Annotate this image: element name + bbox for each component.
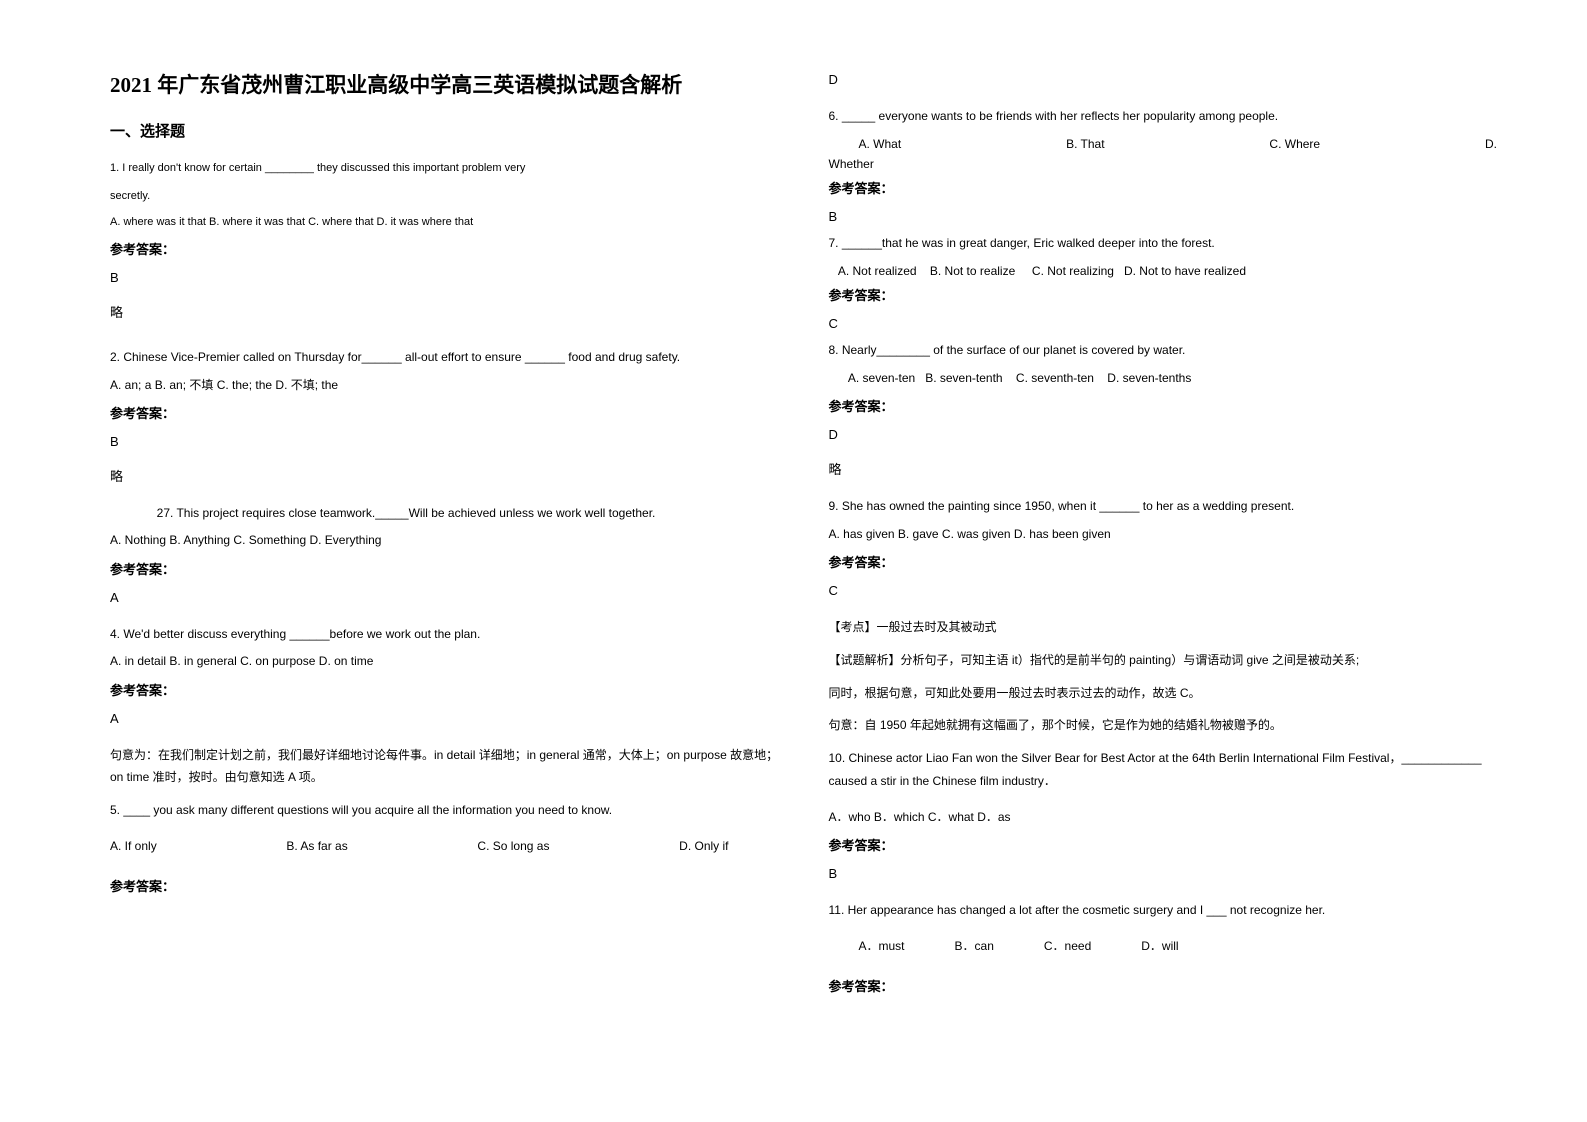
q11-opt-a: A．must xyxy=(859,936,905,956)
section-heading: 一、选择题 xyxy=(110,120,789,141)
q5-options: A. If only B. As far as C. So long as D.… xyxy=(110,836,789,856)
q1-options: A. where was it that B. where it was tha… xyxy=(110,213,789,232)
q11-opt-d: D．will xyxy=(1141,936,1178,956)
q11-text: 11. Her appearance has changed a lot aft… xyxy=(829,899,1508,922)
q6-text: 6. _____ everyone wants to be friends wi… xyxy=(829,105,1508,128)
q9-meaning: 句意：自 1950 年起她就拥有这幅画了，那个时候，它是作为她的结婚礼物被赠予的… xyxy=(829,714,1508,737)
q10-answer-label: 参考答案： xyxy=(829,835,1508,854)
q7-answer-label: 参考答案： xyxy=(829,285,1508,304)
q2-answer: B xyxy=(110,432,789,453)
q7-answer: C xyxy=(829,314,1508,335)
left-column: 2021 年广东省茂州曹江职业高级中学高三英语模拟试题含解析 一、选择题 1. … xyxy=(90,70,809,1082)
q3-answer: A xyxy=(110,588,789,609)
q11-answer-label: 参考答案： xyxy=(829,976,1508,995)
q2-answer-label: 参考答案： xyxy=(110,403,789,422)
q9-options: A. has given B. gave C. was given D. has… xyxy=(829,524,1508,544)
q5-answer: D xyxy=(829,70,1508,91)
q4-explanation: 句意为：在我们制定计划之前，我们最好详细地讨论每件事。in detail 详细地… xyxy=(110,744,789,790)
q4-options: A. in detail B. in general C. on purpose… xyxy=(110,651,789,671)
q11-opt-c: C．need xyxy=(1044,936,1091,956)
q6-answer-label: 参考答案： xyxy=(829,178,1508,197)
q1-text-line2: secretly. xyxy=(110,185,789,207)
q9-analysis2: 同时，根据句意，可知此处要用一般过去时表示过去的动作，故选 C。 xyxy=(829,682,1508,705)
q4-answer: A xyxy=(110,709,789,730)
q5-opt-d: D. Only if xyxy=(679,836,728,856)
q10-options: A．who B．which C．what D．as xyxy=(829,807,1508,827)
q10-text: 10. Chinese actor Liao Fan won the Silve… xyxy=(829,747,1508,793)
q1-answer-label: 参考答案： xyxy=(110,239,789,258)
q6-opt-d2: Whether xyxy=(829,154,1508,174)
q8-answer: D xyxy=(829,425,1508,446)
right-column: D 6. _____ everyone wants to be friends … xyxy=(809,70,1528,1082)
q11-opt-b: B．can xyxy=(955,936,994,956)
q6-options: A. What B. That C. Where D. Whether xyxy=(829,134,1508,175)
document-title: 2021 年广东省茂州曹江职业高级中学高三英语模拟试题含解析 xyxy=(110,70,789,102)
q9-answer-label: 参考答案： xyxy=(829,552,1508,571)
q6-opt-c: C. Where xyxy=(1269,134,1320,154)
q4-answer-label: 参考答案： xyxy=(110,680,789,699)
q5-opt-b: B. As far as xyxy=(286,836,347,856)
q1-note: 略 xyxy=(110,303,789,324)
q8-answer-label: 参考答案： xyxy=(829,396,1508,415)
q5-answer-label: 参考答案： xyxy=(110,876,789,895)
q6-opt-b: B. That xyxy=(1066,134,1104,154)
q6-answer: B xyxy=(829,207,1508,228)
q6-opt-a: A. What xyxy=(859,134,902,154)
page-container: 2021 年广东省茂州曹江职业高级中学高三英语模拟试题含解析 一、选择题 1. … xyxy=(0,0,1587,1122)
q9-point: 【考点】一般过去时及其被动式 xyxy=(829,616,1508,639)
q2-note: 略 xyxy=(110,467,789,488)
q8-note: 略 xyxy=(829,460,1508,481)
q7-options: A. Not realized B. Not to realize C. Not… xyxy=(829,261,1508,281)
q9-analysis1: 【试题解析】分析句子，可知主语 it）指代的是前半句的 painting）与谓语… xyxy=(829,649,1508,672)
q10-answer: B xyxy=(829,864,1508,885)
q11-options: A．must B．can C．need D．will xyxy=(829,936,1508,956)
q7-text: 7. ______that he was in great danger, Er… xyxy=(829,232,1508,255)
q2-options: A. an; a B. an; 不填 C. the; the D. 不填; th… xyxy=(110,375,789,395)
q3-answer-label: 参考答案： xyxy=(110,559,789,578)
q5-opt-c: C. So long as xyxy=(477,836,549,856)
q1-answer: B xyxy=(110,268,789,289)
q1-text-line1: 1. I really don't know for certain _____… xyxy=(110,157,789,179)
q2-text: 2. Chinese Vice-Premier called on Thursd… xyxy=(110,346,789,369)
q8-text: 8. Nearly________ of the surface of our … xyxy=(829,339,1508,362)
q6-opt-d: D. xyxy=(1485,134,1497,154)
q3-text: 27. This project requires close teamwork… xyxy=(110,502,789,525)
q3-options: A. Nothing B. Anything C. Something D. E… xyxy=(110,530,789,550)
q8-options: A. seven-ten B. seven-tenth C. seventh-t… xyxy=(829,368,1508,388)
q9-answer: C xyxy=(829,581,1508,602)
q4-text: 4. We'd better discuss everything ______… xyxy=(110,623,789,646)
q5-text: 5. ____ you ask many different questions… xyxy=(110,799,789,822)
q5-opt-a: A. If only xyxy=(110,836,157,856)
q9-text: 9. She has owned the painting since 1950… xyxy=(829,495,1508,518)
